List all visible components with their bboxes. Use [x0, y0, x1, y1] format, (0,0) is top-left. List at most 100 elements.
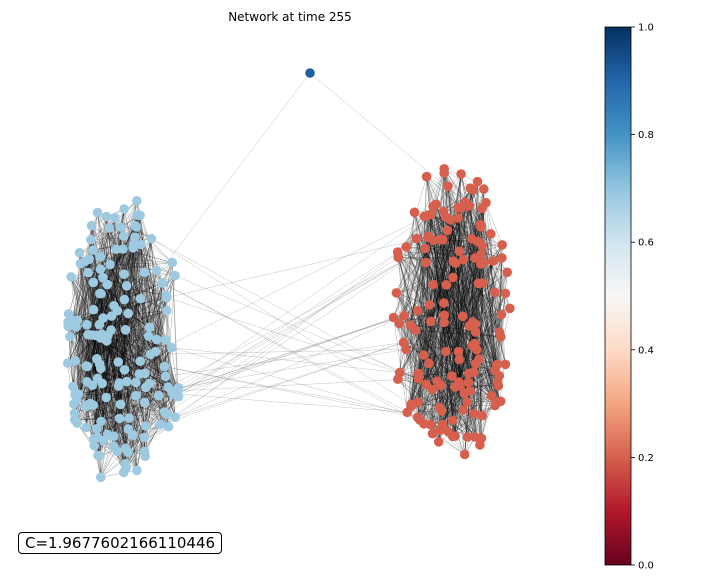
- intra-edge: [92, 216, 107, 406]
- intra-edge: [397, 251, 501, 338]
- intra-edge: [96, 298, 141, 359]
- intra-edge: [100, 368, 120, 419]
- intra-edge: [419, 364, 498, 421]
- node-left-cluster: [70, 356, 80, 366]
- node-left-cluster: [141, 382, 151, 393]
- node-left-cluster: [94, 451, 104, 461]
- node-left-cluster: [153, 390, 164, 401]
- intra-edge: [74, 217, 116, 420]
- intra-edge: [87, 293, 101, 367]
- intra-edge: [396, 292, 506, 365]
- intra-edge: [443, 168, 468, 402]
- intra-edge: [144, 395, 159, 452]
- intra-edge: [417, 262, 427, 311]
- node-right-cluster: [436, 406, 447, 416]
- intra-edge: [428, 241, 479, 364]
- intra-edge: [417, 248, 426, 418]
- intra-edge: [71, 276, 125, 300]
- intra-edge: [74, 216, 107, 361]
- intra-edge: [93, 244, 142, 310]
- intra-edge: [92, 339, 157, 386]
- intra-edge: [135, 295, 167, 396]
- intra-edge: [126, 425, 146, 468]
- intra-edge: [84, 261, 101, 294]
- intra-edge: [85, 237, 136, 367]
- intra-edge: [417, 226, 482, 403]
- inter-edge: [164, 366, 418, 418]
- node-right-cluster: [470, 327, 481, 337]
- intra-edge: [100, 299, 125, 478]
- intra-edge: [426, 176, 481, 225]
- intra-edge: [126, 425, 146, 468]
- intra-edge: [411, 321, 473, 407]
- intra-edge: [397, 251, 460, 380]
- intra-edge: [397, 189, 474, 253]
- intra-edge: [403, 342, 431, 425]
- intra-edge: [418, 363, 476, 379]
- intra-edge: [410, 181, 478, 405]
- intra-edge: [86, 427, 126, 464]
- intra-edge: [406, 246, 471, 392]
- intra-edge: [398, 257, 444, 425]
- intra-edge: [418, 263, 481, 374]
- intra-edge: [113, 297, 168, 437]
- intra-edge: [84, 261, 134, 436]
- intra-edge: [447, 230, 476, 333]
- intra-edge: [424, 216, 501, 402]
- intra-edge: [405, 308, 510, 350]
- intra-edge: [404, 233, 491, 316]
- node-right-cluster: [471, 344, 482, 355]
- intra-edge: [97, 212, 101, 257]
- intra-edge: [100, 226, 121, 270]
- intra-edge: [446, 284, 456, 437]
- intra-edge: [93, 274, 125, 440]
- node-right-cluster: [475, 219, 486, 230]
- intra-edge: [432, 284, 473, 346]
- intra-edge: [423, 370, 496, 424]
- node-right-cluster: [393, 374, 403, 385]
- intra-edge: [84, 261, 167, 414]
- intra-edge: [128, 376, 166, 419]
- intra-edge: [476, 314, 502, 350]
- intra-edge: [393, 168, 445, 318]
- intra-edge: [396, 292, 456, 388]
- inter-edge: [151, 238, 400, 373]
- intra-edge: [405, 349, 425, 424]
- intra-edge: [140, 244, 149, 337]
- intra-edge: [403, 342, 408, 413]
- node-left-cluster: [95, 252, 106, 262]
- intra-edge: [97, 327, 150, 379]
- intra-edge: [123, 273, 167, 298]
- intra-edge: [77, 320, 97, 429]
- node-right-cluster: [421, 257, 431, 268]
- intra-edge: [93, 215, 138, 440]
- node-right-cluster: [428, 279, 438, 290]
- intra-edge: [430, 263, 456, 322]
- intra-edge: [90, 217, 116, 240]
- intra-edge: [416, 238, 444, 425]
- intra-edge: [410, 404, 496, 406]
- node-left-cluster: [110, 213, 120, 223]
- intra-edge: [399, 304, 430, 324]
- intra-edge: [74, 282, 94, 395]
- intra-edge: [454, 415, 483, 437]
- intra-edge: [438, 202, 466, 442]
- intra-edge: [100, 256, 173, 263]
- intra-edge: [403, 212, 415, 343]
- intra-edge: [433, 240, 456, 437]
- intra-edge: [106, 340, 121, 405]
- node-right-cluster: [475, 259, 486, 269]
- node-left-cluster: [115, 399, 126, 410]
- colorbar-tick-label: 0.4: [638, 345, 654, 356]
- intra-edge: [107, 284, 167, 296]
- intra-edge: [114, 217, 118, 311]
- intra-edge: [399, 315, 445, 373]
- intra-edge: [397, 251, 418, 418]
- node-left-cluster: [81, 422, 92, 433]
- node-left-cluster: [121, 463, 132, 473]
- node-right-cluster: [409, 207, 420, 218]
- node-right-cluster: [421, 379, 431, 390]
- intra-edge: [464, 202, 476, 324]
- intra-edge: [405, 349, 476, 438]
- intra-edge: [69, 336, 126, 449]
